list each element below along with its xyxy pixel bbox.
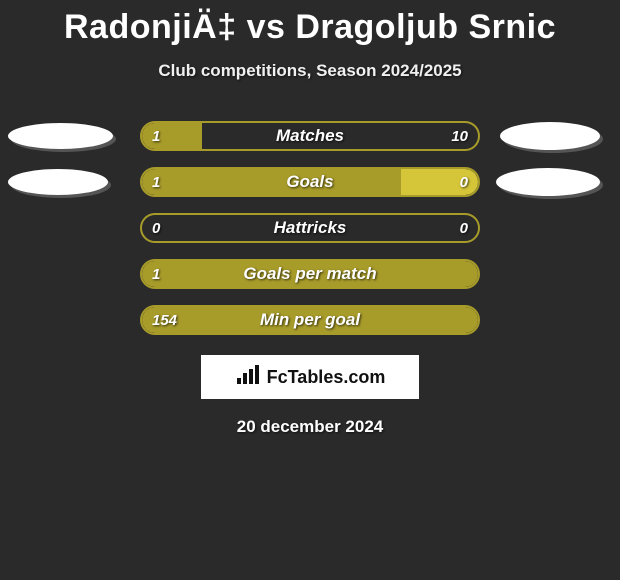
- stat-bar-fill: [142, 123, 202, 149]
- page-title: RadonjiÄ‡ vs Dragoljub Srnic: [0, 0, 620, 47]
- page-subtitle: Club competitions, Season 2024/2025: [0, 61, 620, 81]
- stat-bar-fill: [142, 169, 401, 195]
- player-right-marker: [496, 168, 600, 196]
- brand-badge[interactable]: FcTables.com: [201, 355, 419, 399]
- stat-label: Hattricks: [142, 215, 478, 241]
- player-right-marker: [500, 122, 600, 150]
- stat-row: 1Goals per match: [0, 259, 620, 289]
- player-left-marker: [8, 169, 108, 195]
- stat-bar-track: 110Matches: [140, 121, 480, 151]
- date-label: 20 december 2024: [0, 417, 620, 437]
- stat-bar-fill: [142, 307, 478, 333]
- stat-bar-track: 10Goals: [140, 167, 480, 197]
- stat-row: 154Min per goal: [0, 305, 620, 335]
- stat-left-value: 0: [142, 215, 170, 241]
- bars-icon: [235, 364, 261, 391]
- player-left-marker: [8, 123, 113, 149]
- comparison-chart: 110Matches 10Goals 0 0Hattricks 1Goals per m…: [0, 121, 620, 335]
- stat-row: 10Goals: [0, 167, 620, 197]
- stat-right-value: 10: [441, 123, 478, 149]
- brand-text: FcTables.com: [267, 367, 386, 388]
- stat-right-value: 0: [450, 215, 478, 241]
- stat-row: 110Matches: [0, 121, 620, 151]
- stat-bar-right-cap: [401, 169, 478, 195]
- stat-bar-track: 1Goals per match: [140, 259, 480, 289]
- stat-bar-fill: [142, 261, 478, 287]
- stat-bar-track: 154Min per goal: [140, 305, 480, 335]
- stat-row: 0 0Hattricks: [0, 213, 620, 243]
- stat-bar-track: 0 0Hattricks: [140, 213, 480, 243]
